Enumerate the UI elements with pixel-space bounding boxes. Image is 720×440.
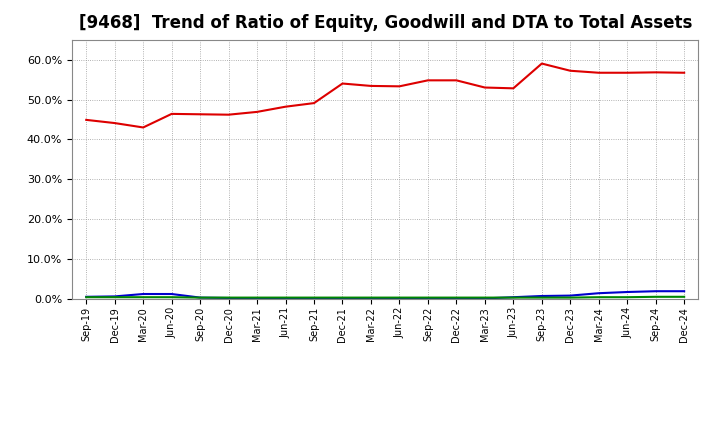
Goodwill xyxy=(680,289,688,294)
Deferred Tax Assets xyxy=(623,294,631,300)
Deferred Tax Assets xyxy=(537,295,546,300)
Equity xyxy=(652,70,660,75)
Equity xyxy=(595,70,603,75)
Goodwill xyxy=(652,289,660,294)
Equity xyxy=(366,83,375,88)
Goodwill xyxy=(423,296,432,301)
Deferred Tax Assets xyxy=(509,295,518,300)
Goodwill xyxy=(282,296,290,301)
Deferred Tax Assets xyxy=(452,295,461,300)
Equity xyxy=(110,121,119,126)
Equity xyxy=(623,70,631,75)
Equity xyxy=(680,70,688,75)
Equity xyxy=(452,78,461,83)
Deferred Tax Assets xyxy=(338,295,347,300)
Equity xyxy=(253,109,261,114)
Goodwill xyxy=(480,296,489,301)
Equity xyxy=(338,81,347,86)
Deferred Tax Assets xyxy=(423,295,432,300)
Deferred Tax Assets xyxy=(110,294,119,300)
Deferred Tax Assets xyxy=(82,294,91,300)
Goodwill xyxy=(537,293,546,299)
Deferred Tax Assets xyxy=(480,295,489,300)
Goodwill xyxy=(110,294,119,299)
Equity xyxy=(566,68,575,73)
Goodwill xyxy=(452,296,461,301)
Goodwill xyxy=(225,295,233,301)
Deferred Tax Assets xyxy=(196,295,204,300)
Equity xyxy=(282,104,290,109)
Goodwill xyxy=(82,294,91,300)
Equity xyxy=(423,78,432,83)
Equity xyxy=(480,85,489,90)
Equity xyxy=(395,84,404,89)
Equity xyxy=(225,112,233,117)
Goodwill xyxy=(366,296,375,301)
Goodwill xyxy=(623,290,631,295)
Goodwill xyxy=(595,290,603,296)
Equity xyxy=(509,86,518,91)
Equity xyxy=(310,100,318,106)
Goodwill xyxy=(310,296,318,301)
Title: [9468]  Trend of Ratio of Equity, Goodwill and DTA to Total Assets: [9468] Trend of Ratio of Equity, Goodwil… xyxy=(78,15,692,33)
Deferred Tax Assets xyxy=(595,294,603,300)
Deferred Tax Assets xyxy=(680,294,688,300)
Equity xyxy=(82,117,91,122)
Goodwill xyxy=(253,296,261,301)
Equity xyxy=(537,61,546,66)
Goodwill xyxy=(196,295,204,300)
Line: Goodwill: Goodwill xyxy=(86,291,684,298)
Deferred Tax Assets xyxy=(566,295,575,300)
Deferred Tax Assets xyxy=(366,295,375,300)
Line: Equity: Equity xyxy=(86,63,684,128)
Goodwill xyxy=(139,291,148,297)
Deferred Tax Assets xyxy=(395,295,404,300)
Goodwill xyxy=(338,296,347,301)
Equity xyxy=(196,112,204,117)
Deferred Tax Assets xyxy=(282,295,290,300)
Deferred Tax Assets xyxy=(225,295,233,300)
Deferred Tax Assets xyxy=(652,294,660,300)
Deferred Tax Assets xyxy=(253,295,261,300)
Goodwill xyxy=(395,296,404,301)
Equity xyxy=(167,111,176,117)
Goodwill xyxy=(566,293,575,298)
Goodwill xyxy=(509,294,518,300)
Deferred Tax Assets xyxy=(139,294,148,300)
Deferred Tax Assets xyxy=(310,295,318,300)
Equity xyxy=(139,125,148,130)
Goodwill xyxy=(167,291,176,297)
Deferred Tax Assets xyxy=(167,294,176,300)
